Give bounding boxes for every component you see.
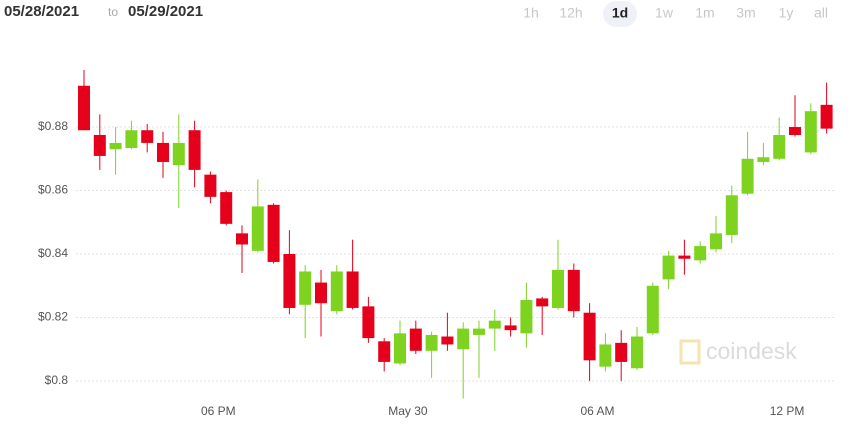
candle-body xyxy=(141,130,154,143)
candle-body xyxy=(678,255,691,259)
watermark-icon xyxy=(679,339,701,365)
range-selected-bg xyxy=(603,1,637,27)
candle-body xyxy=(188,130,201,170)
date-to: 05/29/2021 xyxy=(128,3,203,20)
candle-body xyxy=(93,134,106,156)
candle-body xyxy=(457,328,470,350)
candle-body xyxy=(473,328,485,335)
candle-body xyxy=(552,269,564,308)
candle-body xyxy=(315,282,327,304)
candle-body xyxy=(804,111,817,153)
candle-body xyxy=(330,271,343,312)
y-tick-label: $0.84 xyxy=(38,246,68,260)
candle-body xyxy=(409,328,422,351)
candle-body xyxy=(157,142,169,162)
x-tick-label: 12 PM xyxy=(770,404,805,418)
candle-body xyxy=(236,233,248,245)
candle-body xyxy=(441,336,454,345)
watermark-text: coindesk xyxy=(706,338,797,364)
candle-body xyxy=(567,269,580,312)
candle-body xyxy=(646,285,659,334)
candle-body xyxy=(694,246,707,261)
candle-body xyxy=(251,206,264,251)
candle-body xyxy=(520,300,533,334)
candle-body xyxy=(488,320,501,329)
candle-body xyxy=(583,312,596,361)
candle-body xyxy=(773,134,786,159)
y-tick-label: $0.86 xyxy=(38,183,68,197)
candle-body xyxy=(757,157,770,162)
candle-body xyxy=(299,271,312,305)
candle-body xyxy=(220,192,233,224)
candle-body xyxy=(346,271,359,308)
candle-body xyxy=(820,104,833,129)
candle-body xyxy=(599,344,612,367)
candle-body xyxy=(631,336,643,369)
range-button[interactable]: 3m xyxy=(736,5,755,21)
range-button[interactable]: 1w xyxy=(655,5,674,21)
y-tick-label: $0.88 xyxy=(38,119,68,133)
candle-body xyxy=(267,204,280,262)
x-tick-label: 06 AM xyxy=(580,404,614,418)
range-button[interactable]: 12h xyxy=(559,5,582,21)
candle-body xyxy=(615,342,628,362)
candle-body xyxy=(394,333,406,364)
date-from: 05/28/2021 xyxy=(4,3,79,20)
candle-body xyxy=(125,130,138,148)
candle-body xyxy=(378,341,391,362)
watermark: coindesk xyxy=(679,338,797,365)
y-tick-label: $0.8 xyxy=(45,373,69,387)
range-button[interactable]: all xyxy=(814,5,828,21)
candle-body xyxy=(789,127,801,135)
y-tick-label: $0.82 xyxy=(38,310,68,324)
range-button[interactable]: 1m xyxy=(695,5,714,21)
candle-body xyxy=(425,334,438,351)
candle-body xyxy=(283,254,296,308)
range-button[interactable]: 1h xyxy=(523,5,539,21)
candle-body xyxy=(172,142,185,166)
candle-body xyxy=(741,158,754,194)
candle-body xyxy=(662,255,675,280)
range-button[interactable]: 1y xyxy=(779,5,794,21)
x-tick-label: 06 PM xyxy=(201,404,236,418)
candle-body xyxy=(504,325,517,331)
candle-body xyxy=(204,174,217,197)
candle-body xyxy=(725,195,738,235)
range-button[interactable]: 1d xyxy=(612,5,628,21)
date-sep: to xyxy=(108,5,118,19)
candle-body xyxy=(362,306,375,339)
x-tick-label: May 30 xyxy=(388,404,428,418)
candle-body xyxy=(109,142,122,150)
candle-body xyxy=(710,233,722,250)
candle-body xyxy=(536,298,549,307)
candle-body xyxy=(78,85,90,131)
